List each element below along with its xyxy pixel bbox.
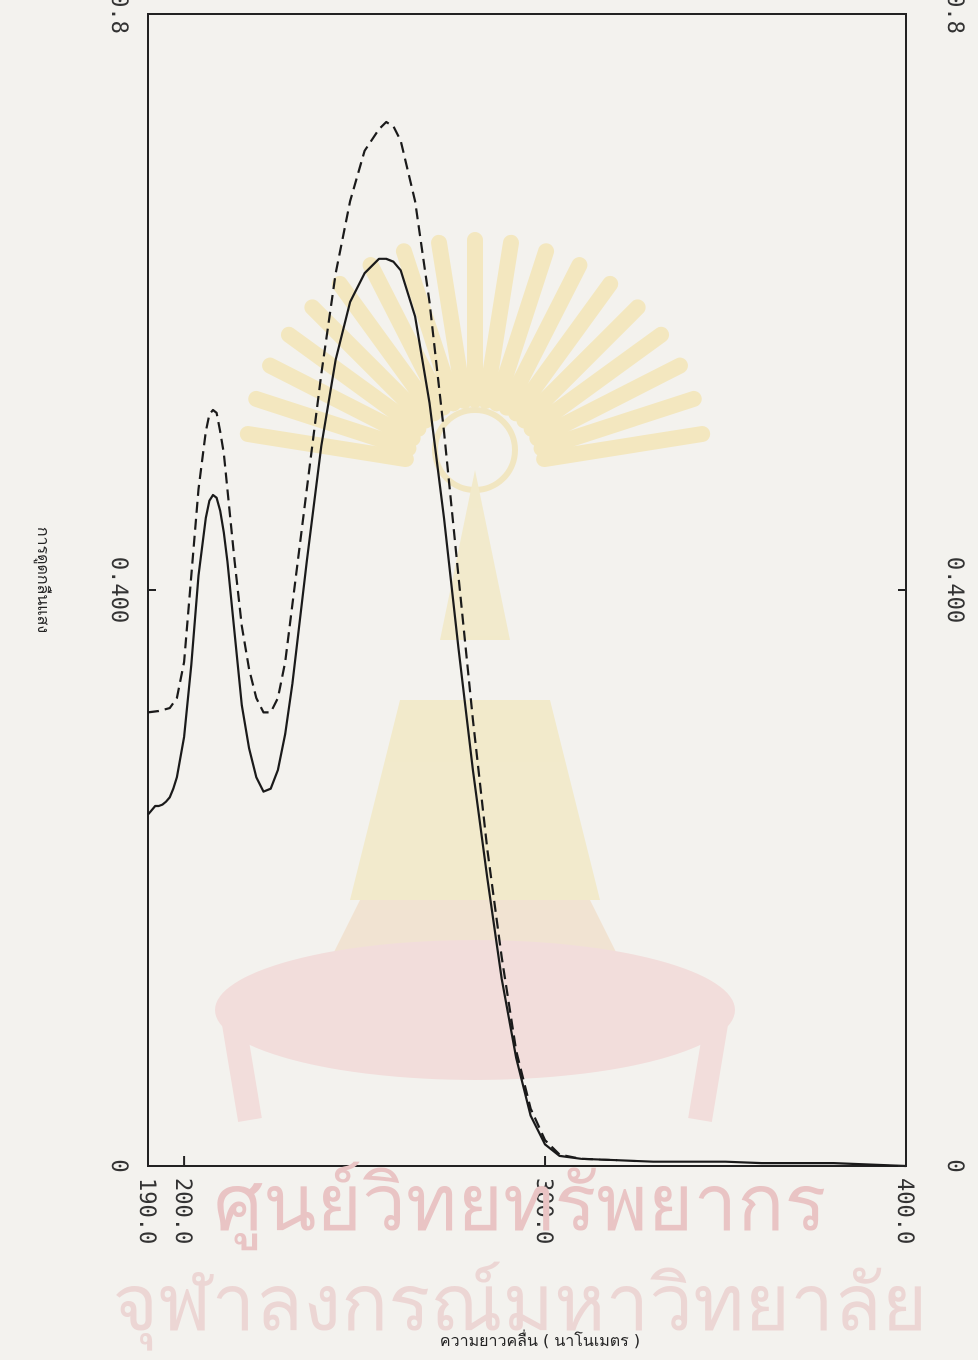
- watermark-line-2: จุฬาลงกรณ์มหาวิทยาลัย: [112, 1259, 927, 1351]
- y-axis-title: การดูดกลืนแสง: [33, 527, 53, 633]
- y-tick-label-right: 0: [942, 1159, 967, 1172]
- y-tick-label-left: 0.400: [106, 557, 131, 623]
- x-tick-label: 400.0: [892, 1178, 917, 1244]
- y-tick-label-left: 0: [106, 1159, 131, 1172]
- y-tick-label-right: 0.8: [942, 0, 967, 34]
- x-tick-label: 200.0: [170, 1178, 195, 1244]
- watermark-line-1: ศูนย์วิทยทรัพยากร: [214, 1159, 827, 1250]
- y-tick-label-left: 0.8: [106, 0, 131, 34]
- x-tick-label: 190.0: [134, 1178, 159, 1244]
- y-tick-label-right: 0.400: [942, 557, 967, 623]
